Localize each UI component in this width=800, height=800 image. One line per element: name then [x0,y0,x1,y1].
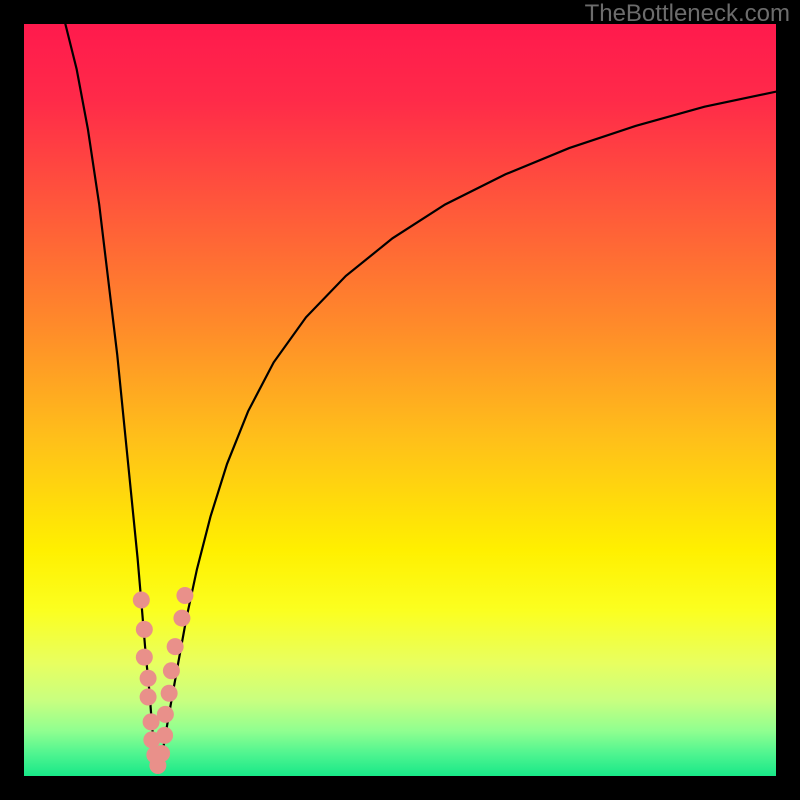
chart-root: TheBottleneck.com [0,0,800,800]
curve-right [158,92,776,773]
data-marker [136,621,153,638]
data-marker [156,727,173,744]
data-marker [161,685,178,702]
chart-overlay [24,24,776,776]
data-marker [176,587,193,604]
data-marker [157,706,174,723]
watermark-text: TheBottleneck.com [585,0,790,28]
plot-area [24,24,776,776]
data-marker [167,638,184,655]
data-marker [153,745,170,762]
data-marker [163,662,180,679]
data-marker [133,592,150,609]
data-marker [136,649,153,666]
data-marker [140,689,157,706]
data-marker [140,670,157,687]
data-marker [173,610,190,627]
